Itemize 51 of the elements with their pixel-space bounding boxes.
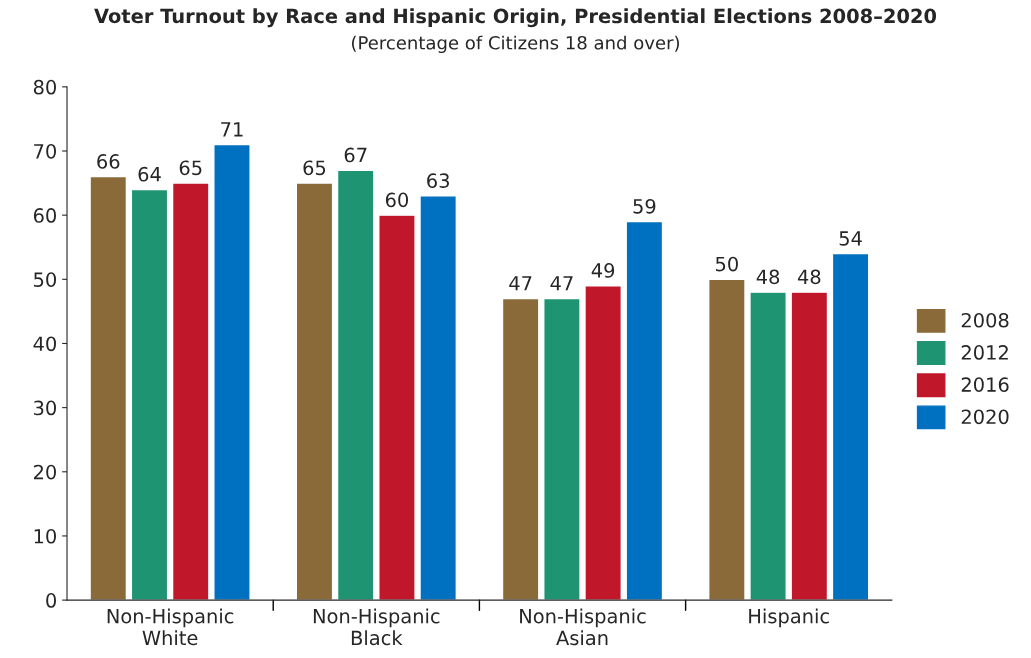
data-label: 63 — [427, 173, 449, 188]
data-label: 67 — [344, 147, 367, 163]
legend-label: 2008 — [961, 312, 1009, 328]
bar — [543, 297, 581, 601]
bar — [213, 143, 251, 601]
bar — [708, 278, 746, 601]
bar — [89, 175, 128, 601]
bar — [584, 285, 622, 601]
data-label: 50 — [715, 256, 738, 272]
y-tick-label: 20 — [33, 464, 56, 480]
data-label: 48 — [756, 269, 780, 285]
y-tick-label: 0 — [46, 593, 56, 608]
legend-label: 2012 — [961, 345, 1008, 360]
legend-label: 2016 — [961, 377, 1009, 392]
y-tick-label: 40 — [33, 336, 56, 352]
data-label: 66 — [97, 154, 120, 169]
y-tick-label: 60 — [33, 208, 56, 223]
data-label: 47 — [550, 276, 573, 291]
x-tick-label: Non-Hispanic Asian — [520, 608, 646, 646]
y-tick-label: 50 — [34, 272, 56, 287]
y-tick-label: 70 — [34, 143, 56, 159]
data-label: 49 — [591, 263, 615, 278]
y-tick-label: 30 — [34, 400, 56, 416]
data-label: 59 — [633, 198, 656, 214]
data-label: 71 — [221, 122, 243, 137]
bar — [336, 169, 375, 601]
bar — [501, 297, 540, 601]
chart-subtitle: (Percentage of Citizens 18 and over) — [352, 35, 679, 54]
data-label: 54 — [839, 231, 862, 246]
bar — [419, 195, 458, 601]
bar — [295, 182, 334, 601]
data-label: 65 — [303, 160, 326, 176]
data-label: 48 — [797, 269, 821, 285]
x-tick-label: Hispanic — [749, 608, 829, 628]
bar — [378, 214, 416, 601]
bar — [790, 291, 829, 601]
bar — [831, 252, 870, 601]
data-label: 65 — [179, 160, 202, 176]
bar — [625, 220, 664, 601]
x-tick-label: Non-Hispanic White — [107, 608, 234, 646]
data-label: 64 — [138, 166, 161, 182]
chart-title: Voter Turnout by Race and Hispanic Origin, Presidential Elections 2008–2020 — [94, 8, 937, 28]
bar — [171, 182, 210, 601]
y-tick-label: 10 — [34, 528, 56, 544]
bar — [749, 291, 787, 601]
bar — [130, 188, 169, 601]
data-label: 60 — [385, 192, 409, 208]
legend-label: 2020 — [961, 409, 1009, 425]
x-tick-label: Non-Hispanic Black — [313, 608, 440, 646]
y-tick-label: 80 — [33, 79, 56, 95]
data-label: 47 — [509, 276, 532, 291]
